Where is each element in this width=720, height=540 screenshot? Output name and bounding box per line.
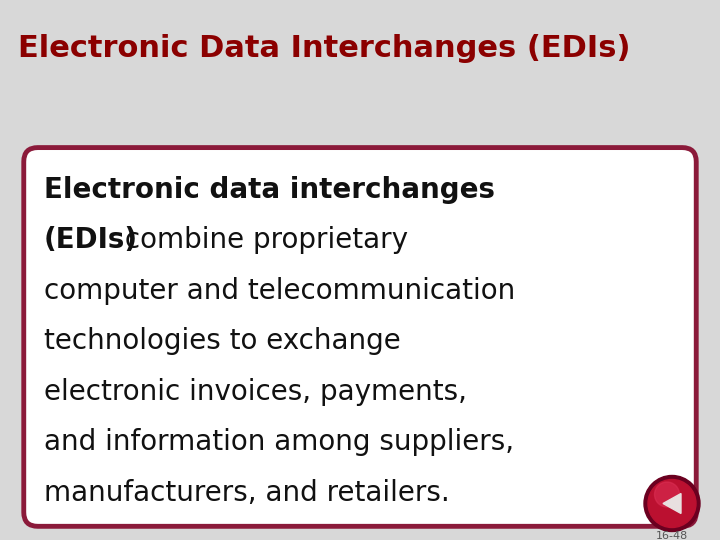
Text: (EDIs): (EDIs)	[44, 226, 138, 254]
Text: 16-48: 16-48	[656, 531, 688, 540]
Text: Electronic data interchanges: Electronic data interchanges	[44, 176, 495, 204]
Text: and information among suppliers,: and information among suppliers,	[44, 428, 514, 456]
Text: manufacturers, and retailers.: manufacturers, and retailers.	[44, 478, 449, 507]
Text: Electronic Data Interchanges (EDIs): Electronic Data Interchanges (EDIs)	[18, 34, 631, 63]
Polygon shape	[663, 494, 681, 514]
Circle shape	[648, 480, 696, 528]
FancyBboxPatch shape	[24, 147, 696, 526]
Circle shape	[644, 476, 700, 531]
Circle shape	[654, 482, 680, 507]
Text: computer and telecommunication: computer and telecommunication	[44, 276, 515, 305]
Text: technologies to exchange: technologies to exchange	[44, 327, 400, 355]
Text: combine proprietary: combine proprietary	[116, 226, 408, 254]
Text: electronic invoices, payments,: electronic invoices, payments,	[44, 377, 467, 406]
